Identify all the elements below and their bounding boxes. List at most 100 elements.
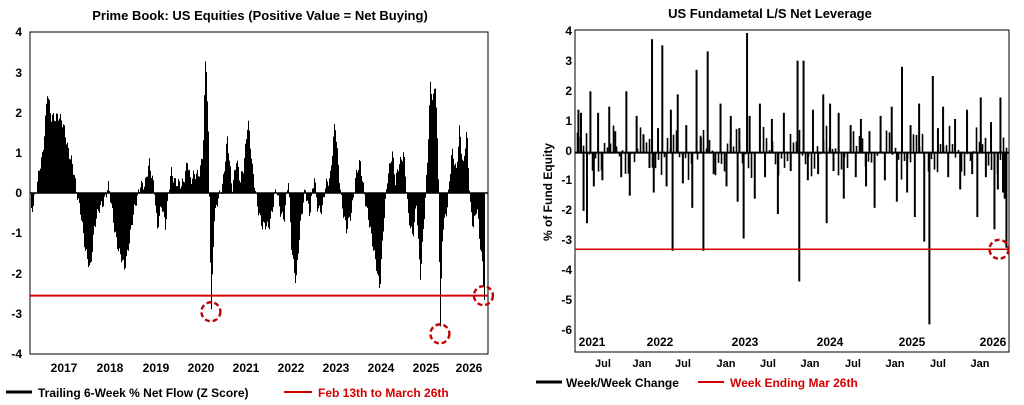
left-bar — [471, 193, 472, 213]
left-bar — [149, 158, 150, 193]
left-bar — [264, 193, 265, 223]
left-bar — [382, 193, 383, 241]
left-bar — [156, 193, 157, 213]
left-bar — [395, 185, 396, 193]
right-bar — [936, 152, 939, 173]
left-bar — [109, 190, 110, 193]
left-bar — [330, 170, 331, 193]
right-bar — [717, 152, 720, 163]
left-bar — [133, 193, 134, 215]
right-y-axis: 4 3 2 1 0 -1 -2 -3 -4 -5 -6 — [561, 24, 572, 337]
left-bar — [369, 193, 370, 228]
left-bar — [370, 193, 371, 227]
left-bar — [484, 193, 485, 300]
right-x-year-tick: 2023 — [732, 335, 759, 349]
left-bar — [224, 171, 225, 193]
left-bar — [337, 148, 338, 193]
left-bar — [233, 179, 234, 193]
left-bar — [477, 193, 478, 210]
right-bar — [810, 152, 813, 177]
left-bar — [312, 188, 313, 193]
left-x-tick: 2024 — [368, 361, 395, 375]
left-bar — [290, 193, 291, 223]
left-bar — [483, 193, 484, 287]
right-bar — [891, 152, 894, 155]
right-bar — [960, 152, 963, 172]
left-bar — [210, 193, 211, 263]
left-bar — [34, 193, 35, 195]
right-bar — [987, 152, 990, 166]
right-bar — [735, 128, 738, 153]
left-bar — [257, 193, 258, 207]
left-bar — [427, 162, 428, 193]
right-bar — [984, 152, 987, 178]
left-bar — [414, 193, 415, 223]
right-plot-frame — [574, 29, 1010, 353]
right-y-tick: 2 — [565, 84, 572, 98]
left-bar — [215, 193, 216, 208]
right-bar — [661, 45, 664, 153]
left-bar — [367, 193, 368, 208]
left-bar — [259, 193, 260, 214]
left-bar — [99, 193, 100, 214]
left-bar — [358, 170, 359, 193]
left-bar — [439, 193, 440, 263]
left-bar — [135, 193, 136, 206]
right-bar — [813, 152, 816, 169]
left-bar — [386, 189, 387, 193]
left-bar — [244, 158, 245, 193]
right-bar — [806, 152, 809, 181]
left-bar — [63, 124, 64, 193]
left-bar — [44, 136, 45, 193]
right-bar — [695, 69, 698, 153]
left-bar — [96, 193, 97, 219]
right-bar — [627, 152, 630, 174]
left-bar — [119, 193, 120, 249]
left-bar — [341, 193, 342, 196]
left-bar — [163, 193, 164, 212]
left-bar — [429, 105, 430, 193]
right-bar — [736, 152, 739, 202]
left-bar — [270, 193, 271, 219]
left-bar — [54, 120, 55, 193]
left-bar — [31, 193, 32, 209]
right-bar — [1003, 152, 1006, 199]
left-bar — [32, 193, 33, 213]
left-bar — [134, 193, 135, 205]
left-legend-reference-label: Feb 13th to March 26th — [318, 386, 449, 400]
left-bar — [262, 193, 263, 230]
left-bar — [332, 155, 333, 193]
left-bar — [205, 61, 206, 194]
left-bar — [190, 177, 191, 193]
left-bar — [175, 178, 176, 193]
left-bar — [267, 193, 268, 222]
left-bar — [161, 193, 162, 208]
right-bar — [671, 152, 674, 251]
left-x-tick: 2025 — [413, 361, 440, 375]
left-bar — [187, 163, 188, 193]
right-bar — [601, 152, 604, 181]
left-highlight-marker — [472, 284, 495, 307]
left-bar — [377, 193, 378, 274]
left-bar — [469, 190, 470, 193]
right-bar — [665, 152, 668, 187]
left-bar — [122, 193, 123, 261]
left-bar — [33, 193, 34, 207]
right-bar — [663, 152, 666, 158]
left-bar — [480, 193, 481, 250]
right-bar — [748, 115, 751, 153]
left-bar — [167, 193, 168, 202]
left-bar — [360, 161, 361, 193]
left-bar — [78, 193, 79, 199]
left-bar — [40, 168, 41, 193]
left-y-tick: 2 — [15, 106, 22, 120]
right-y-tick: 4 — [565, 24, 572, 38]
left-bar — [396, 172, 397, 193]
left-bar — [435, 88, 436, 193]
left-bar — [130, 193, 131, 230]
left-bar — [466, 131, 467, 193]
left-bar — [90, 193, 91, 263]
left-bar — [339, 183, 340, 193]
right-y-tick: -1 — [561, 173, 572, 187]
left-bar — [372, 193, 373, 247]
